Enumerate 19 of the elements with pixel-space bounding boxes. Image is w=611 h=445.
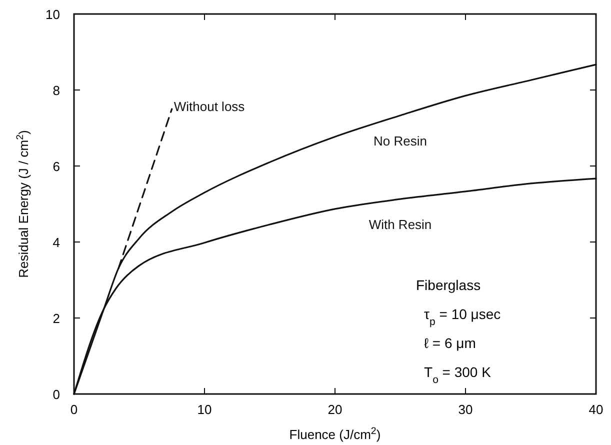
- y-tick-label: 4: [52, 235, 60, 250]
- y-tick-label: 2: [52, 311, 60, 326]
- x-tick-label: 0: [70, 402, 78, 417]
- series-label: With Resin: [368, 217, 432, 232]
- annotation: T$_{o}$ = 300 K: [424, 364, 492, 386]
- series-label: Without loss: [174, 99, 246, 114]
- annotation: τ$_{p}$ = 10 μsec: [424, 306, 501, 328]
- x-axis-title: Fluence (J/cm$^{2}$): [289, 426, 381, 442]
- y-tick-label: 10: [46, 7, 60, 22]
- annotation: ℓ = 6 μm: [424, 335, 476, 351]
- x-tick-label: 30: [458, 402, 473, 417]
- y-tick-label: 8: [52, 83, 60, 98]
- y-tick-label: 6: [52, 159, 60, 174]
- x-tick-label: 20: [328, 402, 342, 417]
- annotation: Fiberglass: [416, 277, 481, 293]
- series-label: No Resin: [374, 133, 427, 148]
- x-tick-label: 40: [588, 402, 604, 417]
- y-tick-label: 0: [52, 387, 60, 402]
- x-tick-label: 10: [197, 402, 212, 417]
